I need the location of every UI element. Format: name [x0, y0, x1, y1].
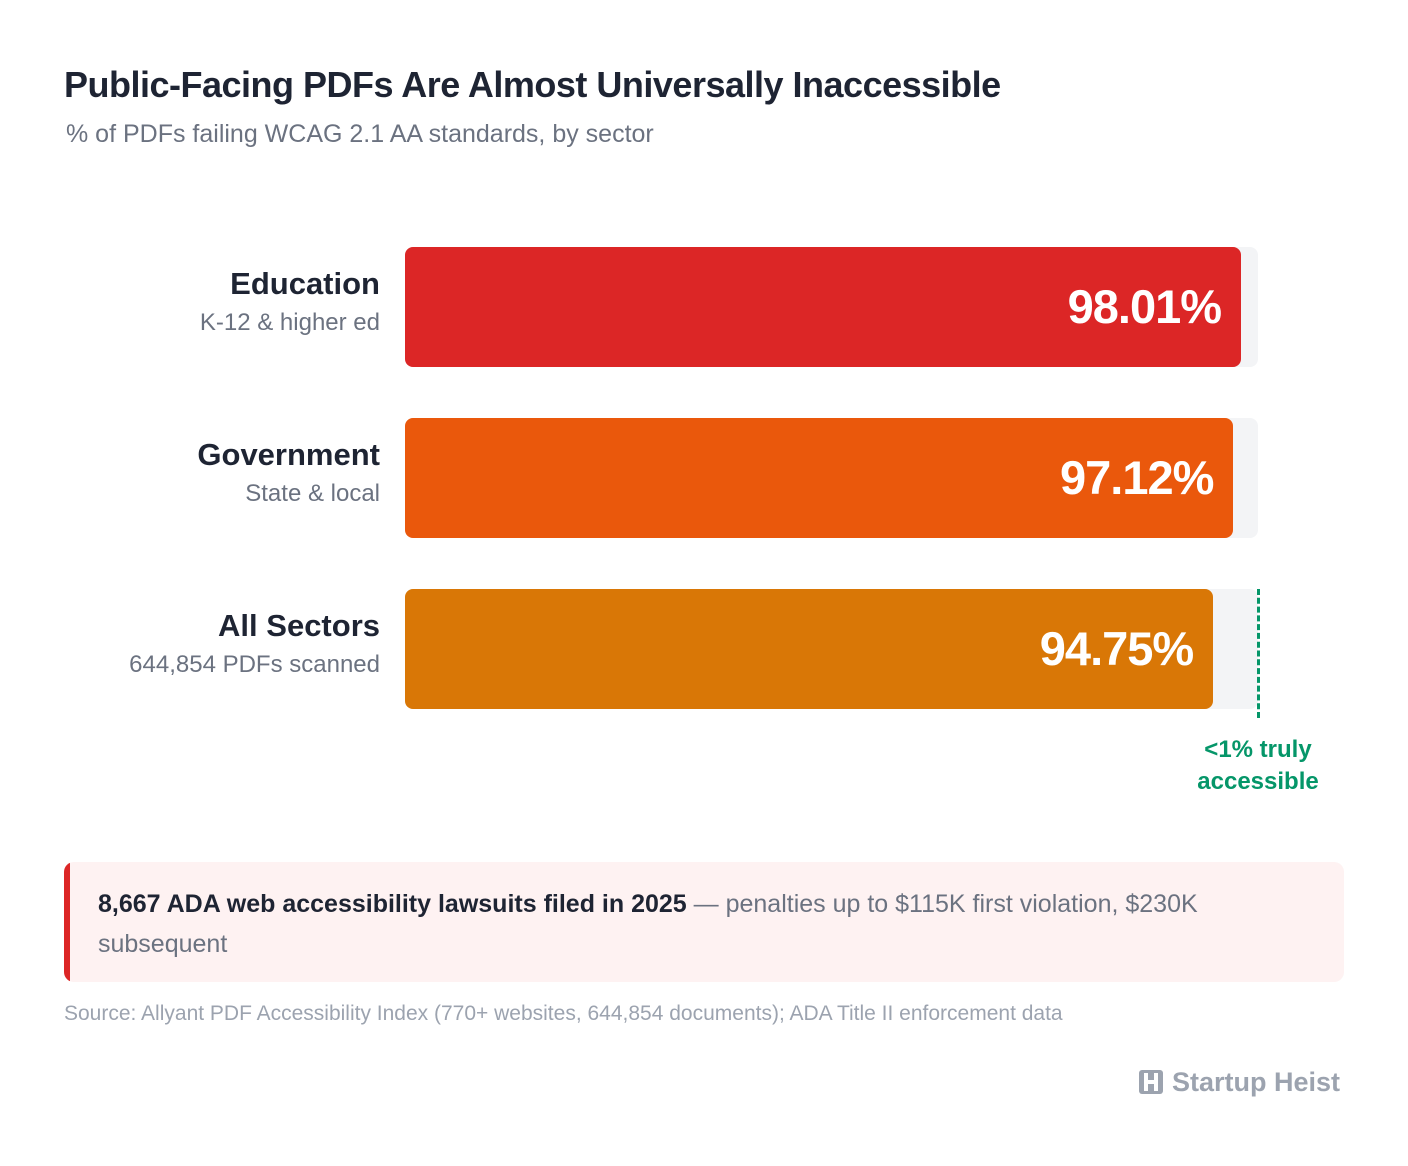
source-note: Source: Allyant PDF Accessibility Index …: [64, 1002, 1063, 1025]
category-label: Education K-12 & higher ed: [200, 265, 380, 341]
bar: 97.12%: [405, 418, 1234, 538]
category-label: Government State & local: [197, 436, 380, 512]
callout-rest-text: — penalties up to $115K first violation,…: [98, 890, 1198, 958]
bar: 94.75%: [405, 589, 1214, 709]
bar-row: Government State & local 97.12%: [0, 418, 1408, 538]
chart-subtitle: % of PDFs failing WCAG 2.1 AA standards,…: [66, 120, 654, 148]
bar: 98.01%: [405, 247, 1242, 367]
category-sublabel: K-12 & higher ed: [199, 309, 380, 336]
category-name: Government: [197, 437, 380, 472]
bar-value-label: 94.75%: [1039, 622, 1194, 675]
bar-track: 97.12%: [405, 418, 1258, 538]
bar-value-label: 98.01%: [1067, 280, 1222, 333]
brand: Startup Heist: [1138, 1066, 1340, 1098]
category-sublabel: 644,854 PDFs scanned: [129, 651, 380, 678]
category-name: Education: [230, 266, 380, 301]
callout-accent-bar: [64, 862, 70, 982]
category-name: All Sectors: [218, 608, 380, 643]
chart-title: Public-Facing PDFs Are Almost Universall…: [64, 64, 1001, 105]
bar-track: 94.75%: [405, 589, 1258, 709]
bar-track: 98.01%: [405, 247, 1258, 367]
callout-text: 8,667 ADA web accessibility lawsuits fil…: [98, 884, 1304, 964]
reference-label-line2: accessible: [1197, 768, 1319, 795]
category-label: All Sectors 644,854 PDFs scanned: [129, 607, 380, 683]
callout-strong-text: 8,667 ADA web accessibility lawsuits fil…: [98, 890, 687, 918]
reference-label-line1: <1% truly: [1204, 736, 1312, 763]
lawsuit-callout: 8,667 ADA web accessibility lawsuits fil…: [64, 862, 1344, 982]
building-logo-icon: [1138, 1070, 1163, 1094]
reference-label: <1% truly accessible: [1168, 734, 1348, 798]
bar-row: All Sectors 644,854 PDFs scanned 94.75%: [0, 589, 1408, 709]
bar-row: Education K-12 & higher ed 98.01%: [0, 247, 1408, 367]
reference-line: [1257, 589, 1260, 718]
brand-name: Startup Heist: [1171, 1066, 1340, 1097]
category-sublabel: State & local: [245, 480, 380, 507]
bar-value-label: 97.12%: [1060, 451, 1214, 504]
